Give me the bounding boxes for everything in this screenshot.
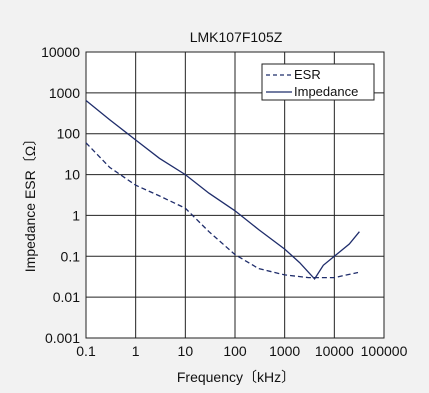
x-tick-label: 10000	[315, 343, 354, 359]
y-tick-label: 1	[72, 207, 80, 223]
y-tick-label: 10	[64, 167, 80, 183]
legend-box	[261, 63, 375, 101]
x-tick-label: 1	[132, 343, 140, 359]
y-tick-label: 10000	[41, 44, 80, 60]
chart-title: LMK107F105Z	[190, 29, 283, 45]
legend: ESR Impedance	[261, 63, 375, 101]
x-tick-label: 10	[178, 343, 194, 359]
y-tick-label: 1000	[49, 85, 80, 101]
y-tick-label: 100	[57, 126, 81, 142]
x-tick-label: 1000	[269, 343, 300, 359]
y-axis-label: Impedance ESR〔Ω〕	[22, 132, 38, 272]
y-tick-label: 0.1	[61, 248, 81, 264]
y-tick-label: 0.001	[45, 330, 80, 346]
legend-impedance-label: Impedance	[294, 84, 358, 99]
x-tick-label: 0.1	[76, 343, 96, 359]
x-tick-labels: 0.1 1 10 100 1000 10000 100000	[76, 343, 407, 359]
series-layer	[85, 99, 360, 280]
x-tick-label: 100000	[361, 343, 408, 359]
y-tick-label: 0.01	[53, 289, 80, 305]
esr-series-line	[85, 142, 359, 279]
legend-esr-label: ESR	[294, 67, 321, 82]
impedance-series-line	[85, 99, 360, 280]
x-axis-label: Frequency〔kHz〕	[177, 369, 295, 385]
x-tick-label: 100	[223, 343, 247, 359]
y-tick-labels: 10000 1000 100 10 1 0.1 0.01 0.001	[41, 44, 80, 346]
